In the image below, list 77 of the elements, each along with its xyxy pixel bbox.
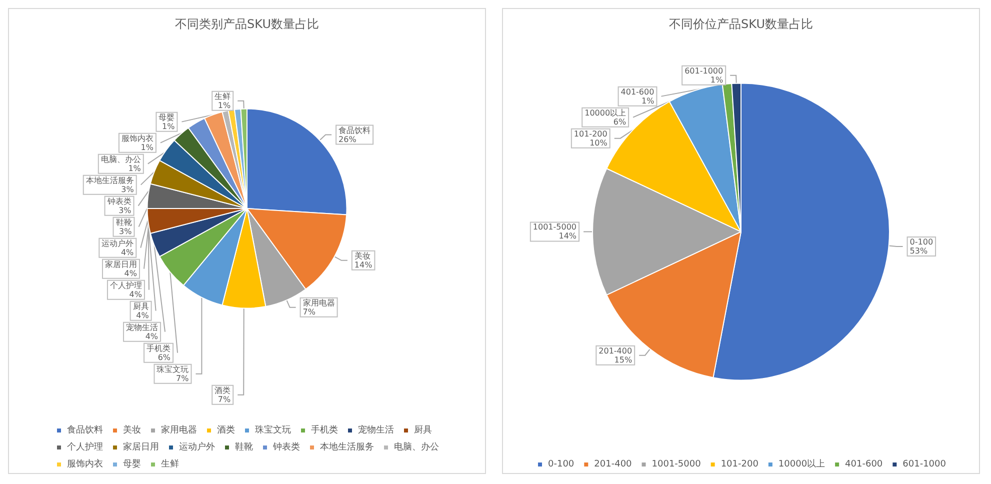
legend-label: 个人护理 [67,442,103,452]
data-label: 14% [354,260,373,270]
legend-label: 宠物生活 [358,424,394,436]
legend-label: 鞋靴 [235,442,253,452]
legend-label: 201-400 [594,460,632,470]
legend-label: 10000以上 [778,458,826,470]
legend-label: 本地生活服务 [320,442,374,452]
legend-label: 服饰内衣 [67,458,103,470]
slice-label: 钟表类 [106,196,132,206]
legend-label: 家用电器 [161,424,197,436]
data-label: 6% [158,352,171,362]
data-label: 4% [145,332,158,341]
legend-label: 珠宝文玩 [255,424,291,436]
slice-label: 母婴 [158,112,175,122]
slice-label: 家居日用 [105,260,138,269]
slice-label: 0-100 [910,237,934,246]
slice-label: 家用电器 [302,298,335,308]
data-label: 26% [338,134,357,144]
legend-label: 食品饮料 [67,424,103,436]
data-label: 1% [140,142,154,152]
data-label: 3% [119,226,132,236]
slice-label: 1001-5000 [532,222,577,232]
slice-label: 手机类 [146,344,171,353]
slice-label: 电脑、办公 [100,154,141,164]
data-label: 1% [218,100,231,110]
legend-label: 101-200 [720,460,759,470]
data-label: 3% [118,206,132,215]
legend-label: 厨具 [414,424,432,436]
data-label: 7% [176,374,190,383]
slice-label: 运动户外 [102,238,134,248]
legend-label: 美妆 [123,424,141,436]
data-label: 4% [120,248,134,257]
legend-label: 电脑、办公 [394,442,439,452]
data-label: 4% [129,290,142,299]
slice-label: 鞋靴 [116,218,132,227]
data-label: 1% [710,75,724,84]
chart-title: 不同类别产品SKU数量占比 [175,17,319,31]
data-label: 14% [558,232,577,241]
legend-label: 运动户外 [179,442,215,452]
slice-label: 601-1000 [684,66,724,76]
data-label: 4% [124,268,138,278]
legend-label: 1001-5000 [652,460,702,470]
slice-label: 宠物生活 [126,322,158,332]
data-label: 15% [614,355,632,364]
legend-label: 酒类 [217,424,235,436]
slice-label: 食品饮料 [338,126,371,135]
data-label: 3% [121,184,134,194]
slice-label: 本地生活服务 [86,176,134,185]
slice-label: 201-400 [598,346,632,356]
slice-label: 酒类 [214,386,231,395]
data-label: 10% [590,138,608,148]
slice-label: 10000以上 [584,108,626,118]
legend-label: 生鲜 [161,458,179,470]
slice-label: 服饰内衣 [121,134,154,143]
legend-label: 母婴 [123,458,141,470]
slice-label: 珠宝文玩 [156,364,189,374]
legend-label: 601-1000 [902,460,946,470]
data-label: 6% [613,117,626,126]
data-label: 1% [162,122,176,131]
chart-title: 不同价位产品SKU数量占比 [669,17,813,31]
data-label: 4% [136,310,150,320]
data-label: 7% [218,394,231,404]
legend-label: 401-600 [845,460,883,470]
slice-label: 生鲜 [214,92,231,101]
legend-label: 0-100 [548,460,574,470]
legend-label: 家居日用 [123,442,159,452]
slice-label: 个人护理 [110,280,142,290]
slice-label: 401-600 [620,87,654,96]
data-label: 1% [128,164,142,173]
slice-label: 美妆 [354,251,370,260]
data-label: 53% [910,246,928,256]
slice-label: 厨具 [132,302,149,311]
data-label: 1% [642,96,655,106]
legend-label: 钟表类 [272,442,300,452]
slice-label: 101-200 [574,129,608,138]
legend-label: 手机类 [311,424,338,436]
data-label: 7% [302,307,316,316]
